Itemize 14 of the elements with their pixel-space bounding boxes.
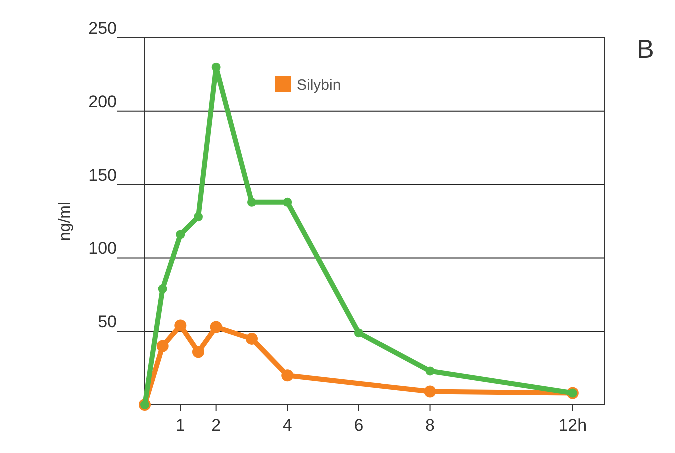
x-tick-label: 1: [176, 416, 186, 435]
text: B: [637, 34, 654, 64]
x-tick-label: 12h: [558, 416, 588, 435]
y-tick-label: 50: [98, 312, 117, 332]
legend-label: Silybin: [297, 77, 342, 94]
y-tick-label: 250: [88, 19, 117, 38]
x-tick-label: 8: [426, 416, 436, 435]
y-tick-label: 200: [88, 92, 117, 112]
x-tick-label: 6: [354, 416, 364, 435]
y-axis-title: ng/ml: [57, 202, 74, 242]
y-tick-label: 100: [88, 239, 117, 258]
x-tick-label: 4: [282, 416, 292, 435]
x-tick-label: 2: [212, 416, 222, 435]
y-tick-label: 150: [88, 166, 117, 185]
